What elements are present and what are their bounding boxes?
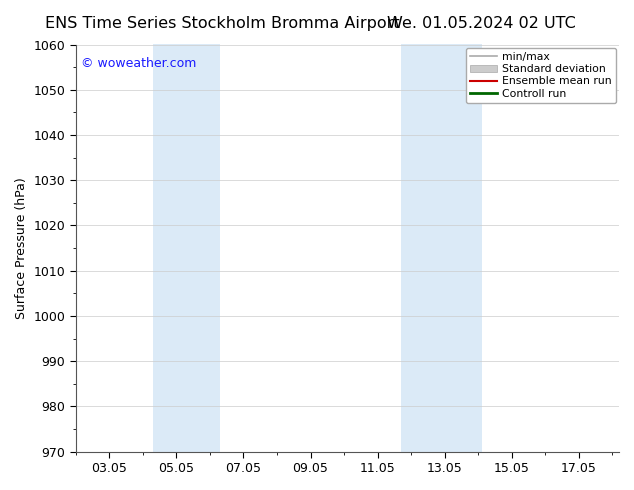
Text: We. 01.05.2024 02 UTC: We. 01.05.2024 02 UTC (387, 16, 576, 31)
Legend: min/max, Standard deviation, Ensemble mean run, Controll run: min/max, Standard deviation, Ensemble me… (466, 48, 616, 103)
Bar (153, 45, 220, 452)
Bar (401, 45, 482, 452)
Text: © woweather.com: © woweather.com (81, 57, 197, 70)
Y-axis label: Surface Pressure (hPa): Surface Pressure (hPa) (15, 177, 28, 319)
Text: ENS Time Series Stockholm Bromma Airport: ENS Time Series Stockholm Bromma Airport (44, 16, 399, 31)
